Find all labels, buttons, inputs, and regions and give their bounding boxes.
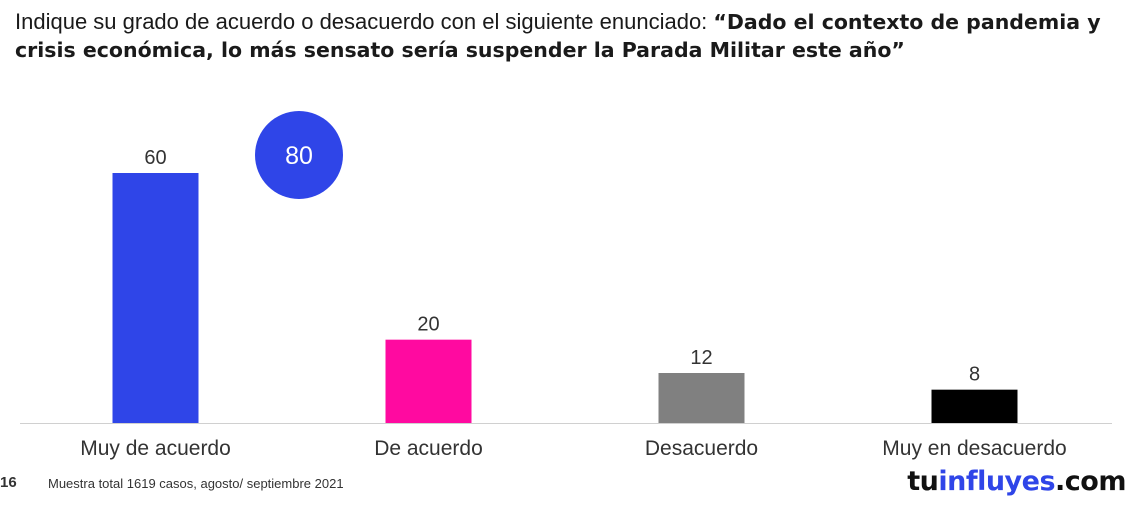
chart-title: Indique su grado de acuerdo o desacuerdo… xyxy=(15,8,1130,64)
brand-logo: tuinfluyes.com xyxy=(907,466,1126,497)
bar-2 xyxy=(385,339,472,423)
data-label-4: 8 xyxy=(969,364,980,386)
data-label-3: 12 xyxy=(690,347,712,369)
bar-1 xyxy=(112,173,199,423)
title-quote: “Dado el contexto de pandemia y crisis e… xyxy=(15,10,1101,62)
category-label-3: Desacuerdo xyxy=(645,437,758,460)
data-label-2: 20 xyxy=(417,314,439,336)
page-number: 16 xyxy=(0,474,17,491)
category-label-2: De acuerdo xyxy=(374,437,483,460)
category-label-1: Muy de acuerdo xyxy=(80,437,231,460)
sample-note: Muestra total 1619 casos, agosto/ septie… xyxy=(48,476,344,491)
title-prefix: Indique su grado de acuerdo o desacuerdo… xyxy=(15,9,714,34)
data-label-1: 60 xyxy=(144,147,166,169)
category-label-4: Muy en desacuerdo xyxy=(882,437,1066,460)
highlight-circle xyxy=(255,111,343,199)
bar-4 xyxy=(931,389,1018,423)
highlight-value: 80 xyxy=(285,142,313,170)
bar-3 xyxy=(658,373,745,423)
